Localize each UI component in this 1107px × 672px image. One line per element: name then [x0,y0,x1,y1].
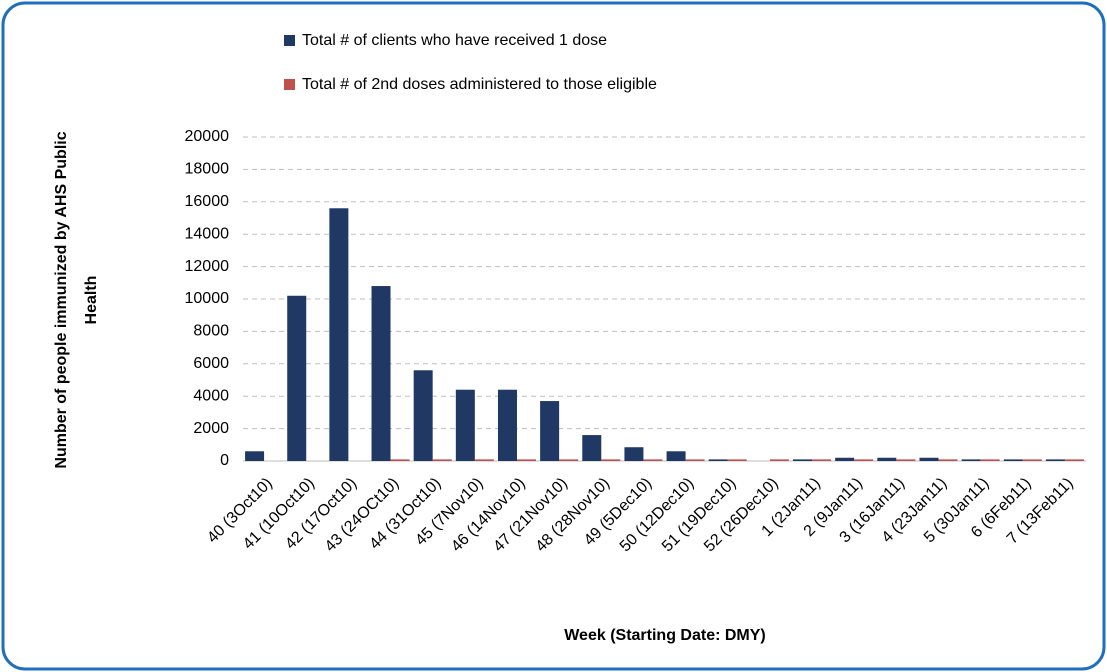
bar [938,459,958,461]
y-tick-label: 16000 [185,193,230,210]
y-tick-label: 20000 [185,128,230,145]
y-tick-label: 2000 [193,420,229,437]
bar [727,459,747,461]
bar [854,459,874,461]
bar [793,459,813,461]
bar [1003,459,1023,461]
bar [474,459,494,461]
legend-label: Total # of clients who have received 1 d… [302,32,607,49]
bar [980,459,1000,461]
bar [919,457,939,461]
bar [516,459,536,461]
y-axis-title: Health [83,276,100,325]
y-tick-label: 6000 [193,355,229,372]
bar [624,447,644,461]
bar [1022,459,1042,461]
y-axis-title: Number of people immunized by AHS Public [53,131,70,468]
legend-swatch [284,35,295,46]
bar [245,451,265,461]
y-tick-label: 14000 [185,225,230,242]
bar [643,459,663,461]
bar [287,295,307,461]
y-tick-label: 12000 [185,258,230,275]
bar [540,401,560,461]
bar [708,459,728,461]
y-tick-label: 8000 [193,323,229,340]
bar [329,208,349,461]
bar [390,459,410,461]
bar [877,457,897,461]
bar [432,459,452,461]
y-tick-label: 18000 [185,161,230,178]
bar [685,459,705,461]
y-tick-label: 10000 [185,290,230,307]
bar [769,459,789,461]
bar [582,435,602,461]
bar [371,286,391,461]
x-axis-title: Week (Starting Date: DMY) [564,627,766,644]
y-tick-label: 0 [220,452,229,469]
bar [1045,459,1065,461]
bar [601,459,621,461]
legend-swatch [284,79,295,90]
bar [413,370,433,461]
bar [497,389,517,461]
bar [666,451,686,461]
legend-label: Total # of 2nd doses administered to tho… [302,76,657,93]
y-tick-label: 4000 [193,387,229,404]
bar [835,457,855,461]
bar [812,459,832,461]
bar [896,459,916,461]
bar [455,389,475,461]
bar [559,459,579,461]
bar [961,459,981,461]
bar [1064,459,1084,461]
